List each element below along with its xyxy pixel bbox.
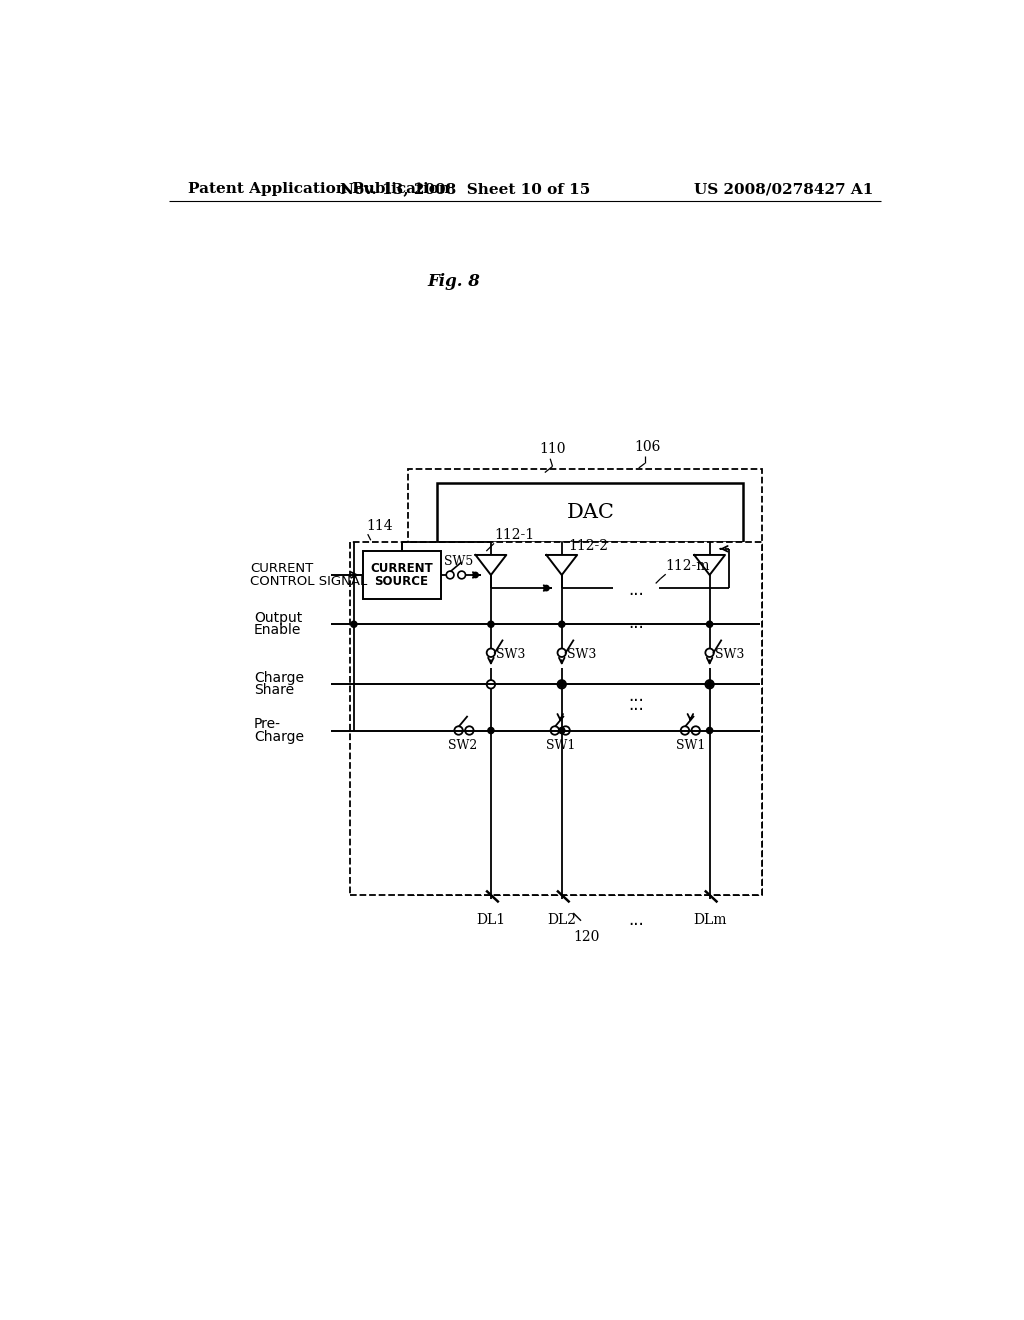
Text: SW3: SW3 bbox=[497, 648, 525, 661]
Circle shape bbox=[559, 681, 565, 688]
Bar bbox=[437, 483, 743, 543]
Circle shape bbox=[473, 573, 478, 578]
Text: Nov. 13, 2008  Sheet 10 of 15: Nov. 13, 2008 Sheet 10 of 15 bbox=[340, 182, 591, 197]
Bar bbox=[408, 469, 762, 895]
Text: ...: ... bbox=[628, 696, 643, 714]
Circle shape bbox=[544, 585, 549, 591]
Circle shape bbox=[559, 727, 565, 734]
Text: 120: 120 bbox=[573, 929, 600, 944]
Circle shape bbox=[487, 727, 494, 734]
Text: DL2: DL2 bbox=[547, 913, 577, 927]
Text: DL1: DL1 bbox=[476, 913, 506, 927]
Text: ...: ... bbox=[628, 581, 643, 598]
Text: SW1: SW1 bbox=[676, 739, 706, 752]
Text: Charge: Charge bbox=[254, 730, 304, 743]
Circle shape bbox=[559, 622, 565, 627]
Text: CURRENT: CURRENT bbox=[250, 561, 313, 574]
Text: ...: ... bbox=[628, 686, 643, 705]
Text: ...: ... bbox=[628, 911, 643, 929]
Text: Fig. 8: Fig. 8 bbox=[428, 273, 480, 290]
Text: Share: Share bbox=[254, 684, 294, 697]
Circle shape bbox=[487, 622, 494, 627]
Text: 114: 114 bbox=[367, 519, 393, 533]
Text: 112-1: 112-1 bbox=[494, 528, 535, 543]
Text: 112-m: 112-m bbox=[666, 558, 711, 573]
Text: US 2008/0278427 A1: US 2008/0278427 A1 bbox=[694, 182, 873, 197]
Text: DLm: DLm bbox=[693, 913, 726, 927]
Text: 112-2: 112-2 bbox=[568, 539, 608, 553]
Text: SW3: SW3 bbox=[715, 648, 744, 661]
Text: SOURCE: SOURCE bbox=[375, 576, 429, 589]
Text: Patent Application Publication: Patent Application Publication bbox=[188, 182, 451, 197]
Text: Pre-: Pre- bbox=[254, 717, 281, 731]
Circle shape bbox=[707, 622, 713, 627]
Text: Enable: Enable bbox=[254, 623, 301, 638]
Text: Output: Output bbox=[254, 611, 302, 626]
Text: 110: 110 bbox=[540, 442, 566, 457]
Circle shape bbox=[351, 622, 357, 627]
Text: ...: ... bbox=[628, 614, 643, 632]
Circle shape bbox=[707, 727, 713, 734]
Text: SW3: SW3 bbox=[567, 648, 597, 661]
Text: DAC: DAC bbox=[566, 503, 614, 523]
Bar bbox=[364, 552, 441, 599]
Circle shape bbox=[707, 681, 713, 688]
Text: CONTROL SIGNAL: CONTROL SIGNAL bbox=[250, 576, 368, 589]
Text: CURRENT: CURRENT bbox=[371, 561, 433, 574]
Text: SW2: SW2 bbox=[447, 739, 477, 752]
Bar bbox=[350, 543, 762, 895]
Text: Charge: Charge bbox=[254, 671, 304, 685]
Text: SW5: SW5 bbox=[444, 556, 473, 569]
Text: 106: 106 bbox=[635, 440, 662, 454]
Text: SW1: SW1 bbox=[546, 739, 574, 752]
